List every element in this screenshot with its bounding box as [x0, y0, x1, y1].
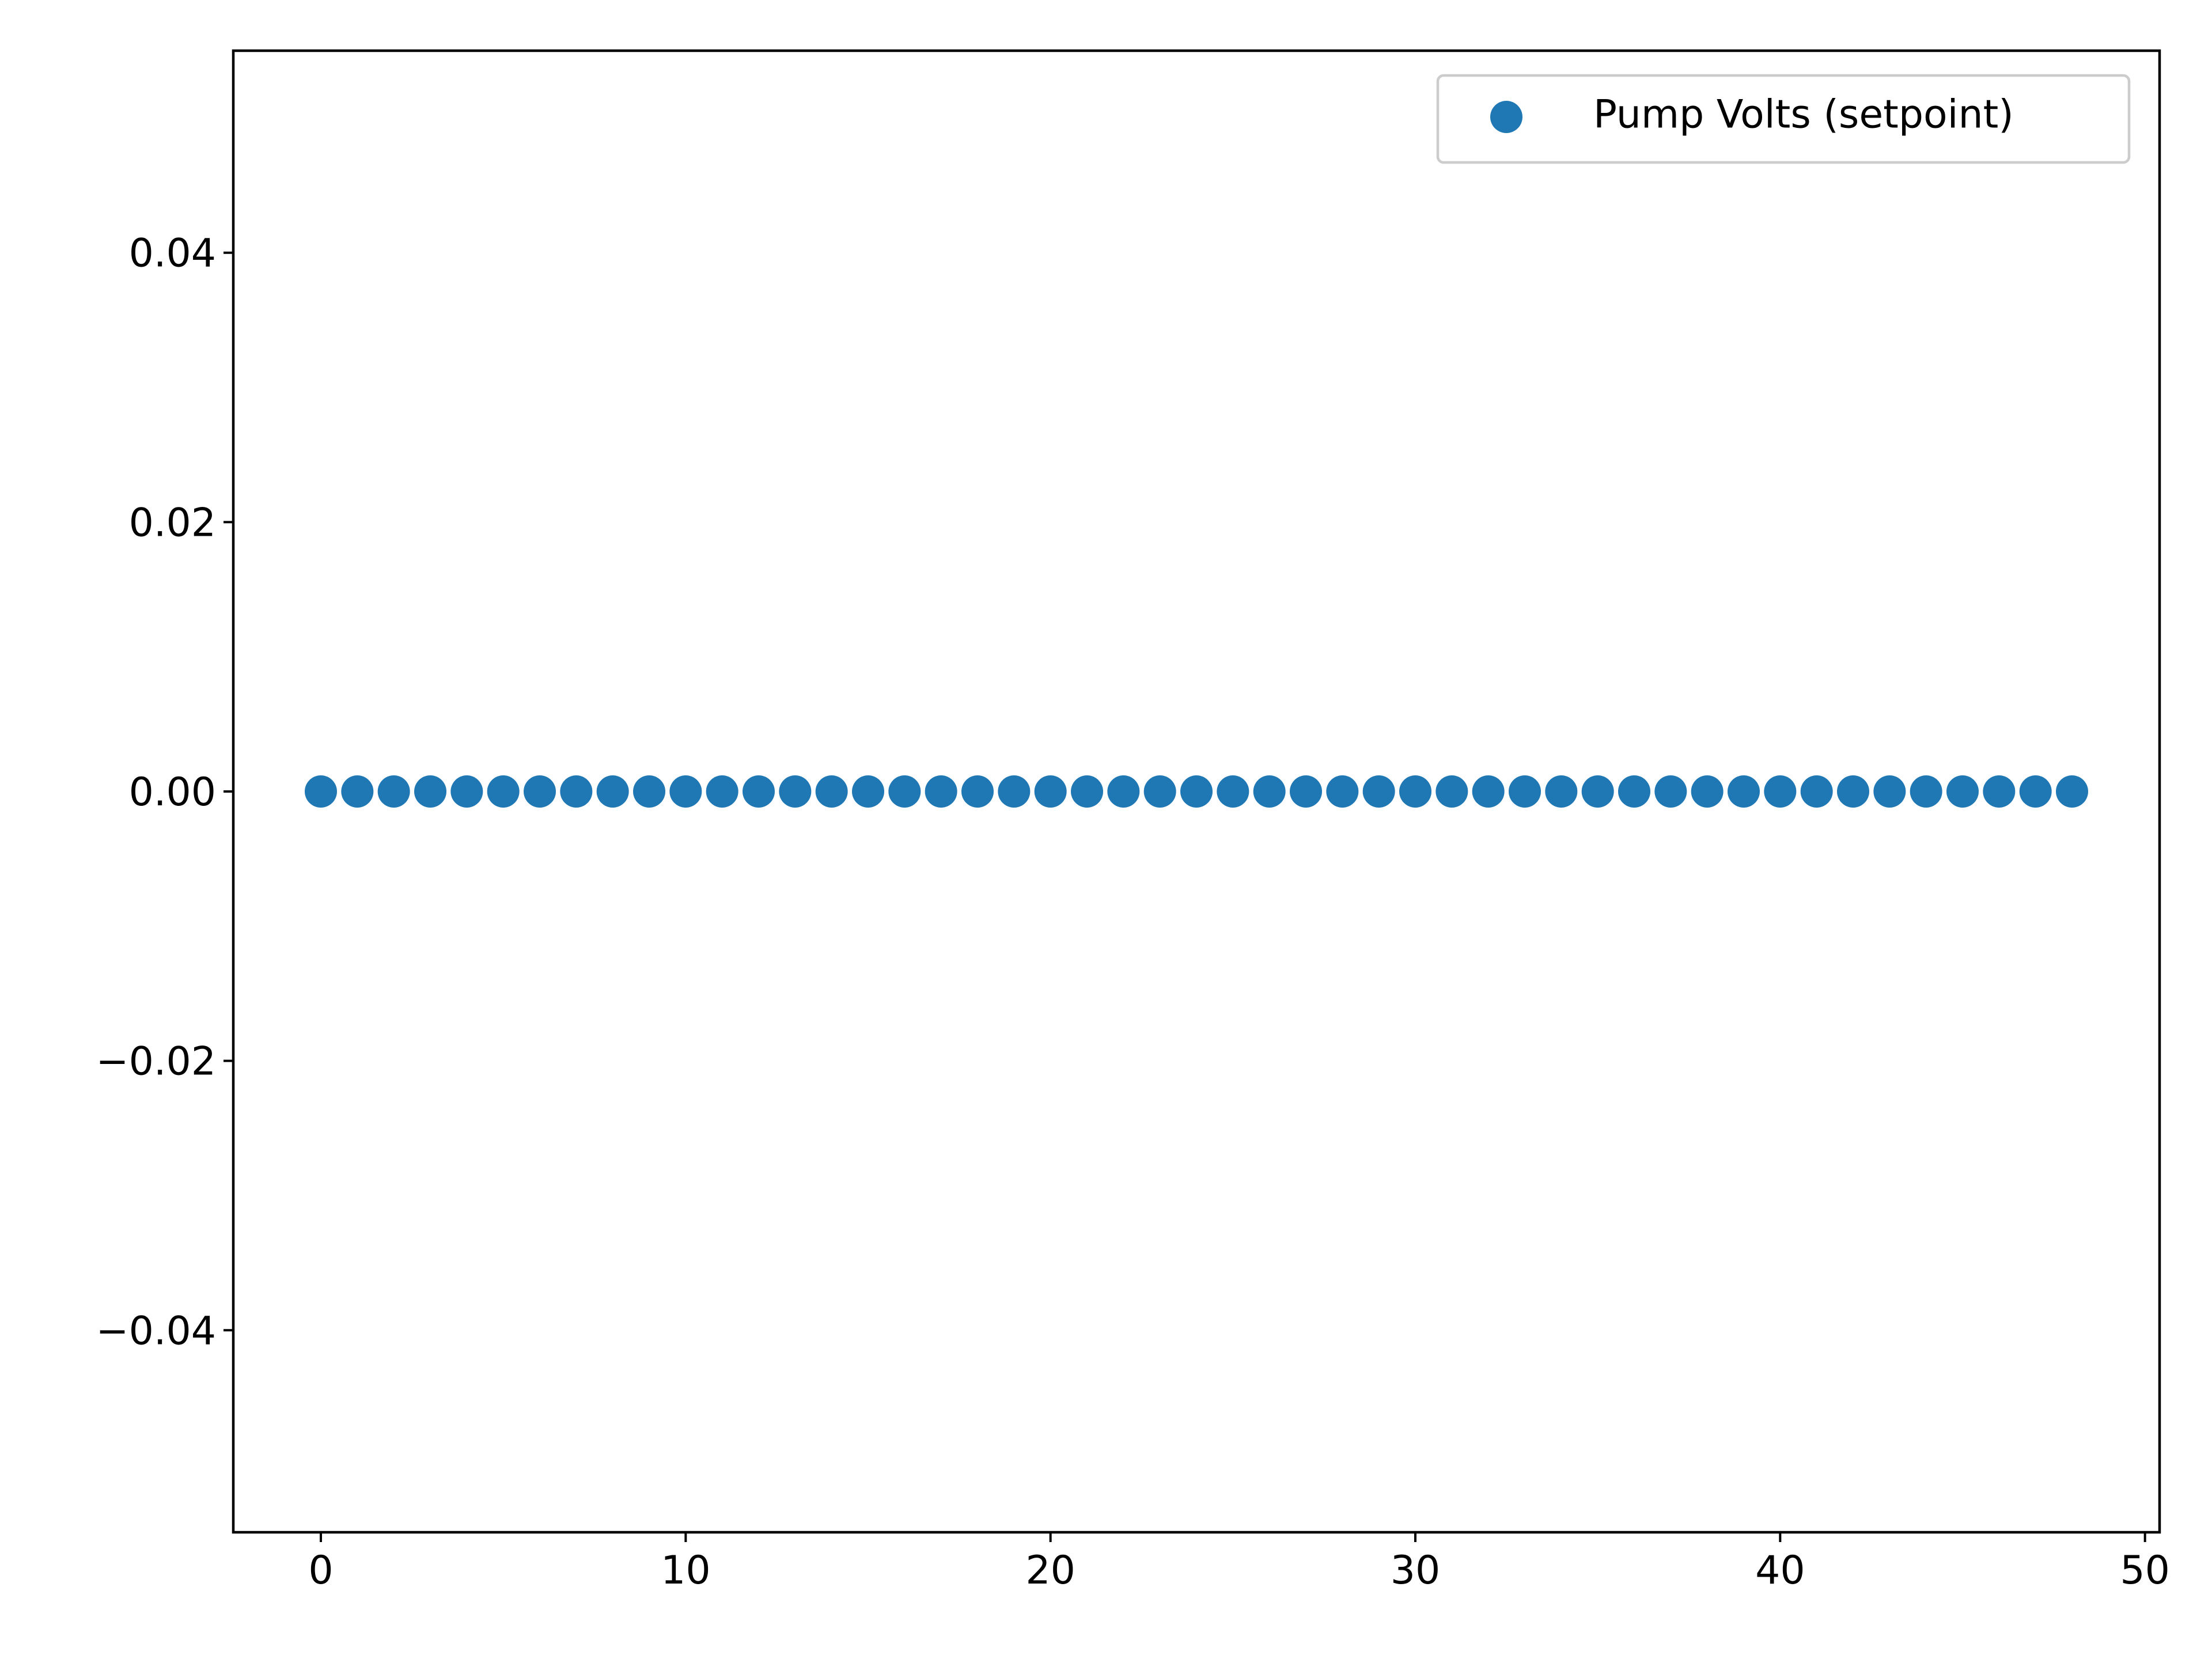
data-point — [852, 775, 884, 808]
data-point — [669, 775, 702, 808]
data-point — [815, 775, 848, 808]
data-point — [998, 775, 1031, 808]
data-point — [1472, 775, 1505, 808]
data-point — [1983, 775, 2016, 808]
y-tick-label: −0.02 — [96, 1039, 216, 1085]
y-tick-label: −0.04 — [96, 1308, 216, 1354]
data-point — [1545, 775, 1578, 808]
x-axis-ticks: 0 10 20 30 40 50 — [308, 1532, 2170, 1593]
data-point — [524, 775, 556, 808]
data-points — [305, 775, 2088, 808]
data-point — [450, 775, 483, 808]
data-point — [377, 775, 410, 808]
data-point — [1143, 775, 1176, 808]
data-point — [1910, 775, 1942, 808]
data-point — [1946, 775, 1979, 808]
data-point — [341, 775, 374, 808]
data-point — [1071, 775, 1103, 808]
data-point — [1581, 775, 1614, 808]
x-tick-label: 50 — [2120, 1548, 2170, 1593]
data-point — [1253, 775, 1286, 808]
data-point — [414, 775, 446, 808]
data-point — [1107, 775, 1140, 808]
legend: Pump Volts (setpoint) — [1436, 74, 2131, 164]
data-point — [1837, 775, 1869, 808]
data-point — [1034, 775, 1067, 808]
data-point — [560, 775, 593, 808]
data-point — [1362, 775, 1395, 808]
data-point — [1435, 775, 1468, 808]
data-point — [706, 775, 738, 808]
y-tick-label: 0.00 — [129, 770, 216, 815]
data-point — [1764, 775, 1797, 808]
data-point — [487, 775, 520, 808]
data-point — [1509, 775, 1541, 808]
data-point — [2019, 775, 2052, 808]
y-tick-label: 0.04 — [129, 231, 216, 276]
data-point — [1873, 775, 1906, 808]
x-tick-label: 40 — [1755, 1548, 1805, 1593]
data-point — [1217, 775, 1249, 808]
data-point — [888, 775, 921, 808]
data-point — [1290, 775, 1322, 808]
x-tick-label: 0 — [308, 1548, 333, 1593]
plot-area-frame — [232, 49, 2161, 1534]
data-point — [1800, 775, 1833, 808]
data-point — [1728, 775, 1760, 808]
legend-marker — [1490, 101, 1522, 133]
data-point — [1399, 775, 1431, 808]
data-point — [779, 775, 812, 808]
data-point — [925, 775, 957, 808]
data-point — [305, 775, 337, 808]
data-point — [1618, 775, 1650, 808]
data-point — [961, 775, 994, 808]
data-point — [1326, 775, 1359, 808]
data-point — [2056, 775, 2088, 808]
y-axis-ticks: −0.04 −0.02 0.00 0.02 0.04 — [96, 231, 233, 1354]
data-point — [1654, 775, 1687, 808]
data-point — [743, 775, 775, 808]
x-tick-label: 10 — [661, 1548, 711, 1593]
data-point — [633, 775, 665, 808]
x-tick-label: 30 — [1391, 1548, 1441, 1593]
data-point — [1180, 775, 1213, 808]
y-tick-label: 0.02 — [129, 500, 216, 546]
x-tick-label: 20 — [1025, 1548, 1075, 1593]
data-point — [1691, 775, 1724, 808]
legend-label: Pump Volts (setpoint) — [1593, 92, 2014, 138]
data-point — [596, 775, 629, 808]
legend-box — [1436, 74, 2131, 164]
